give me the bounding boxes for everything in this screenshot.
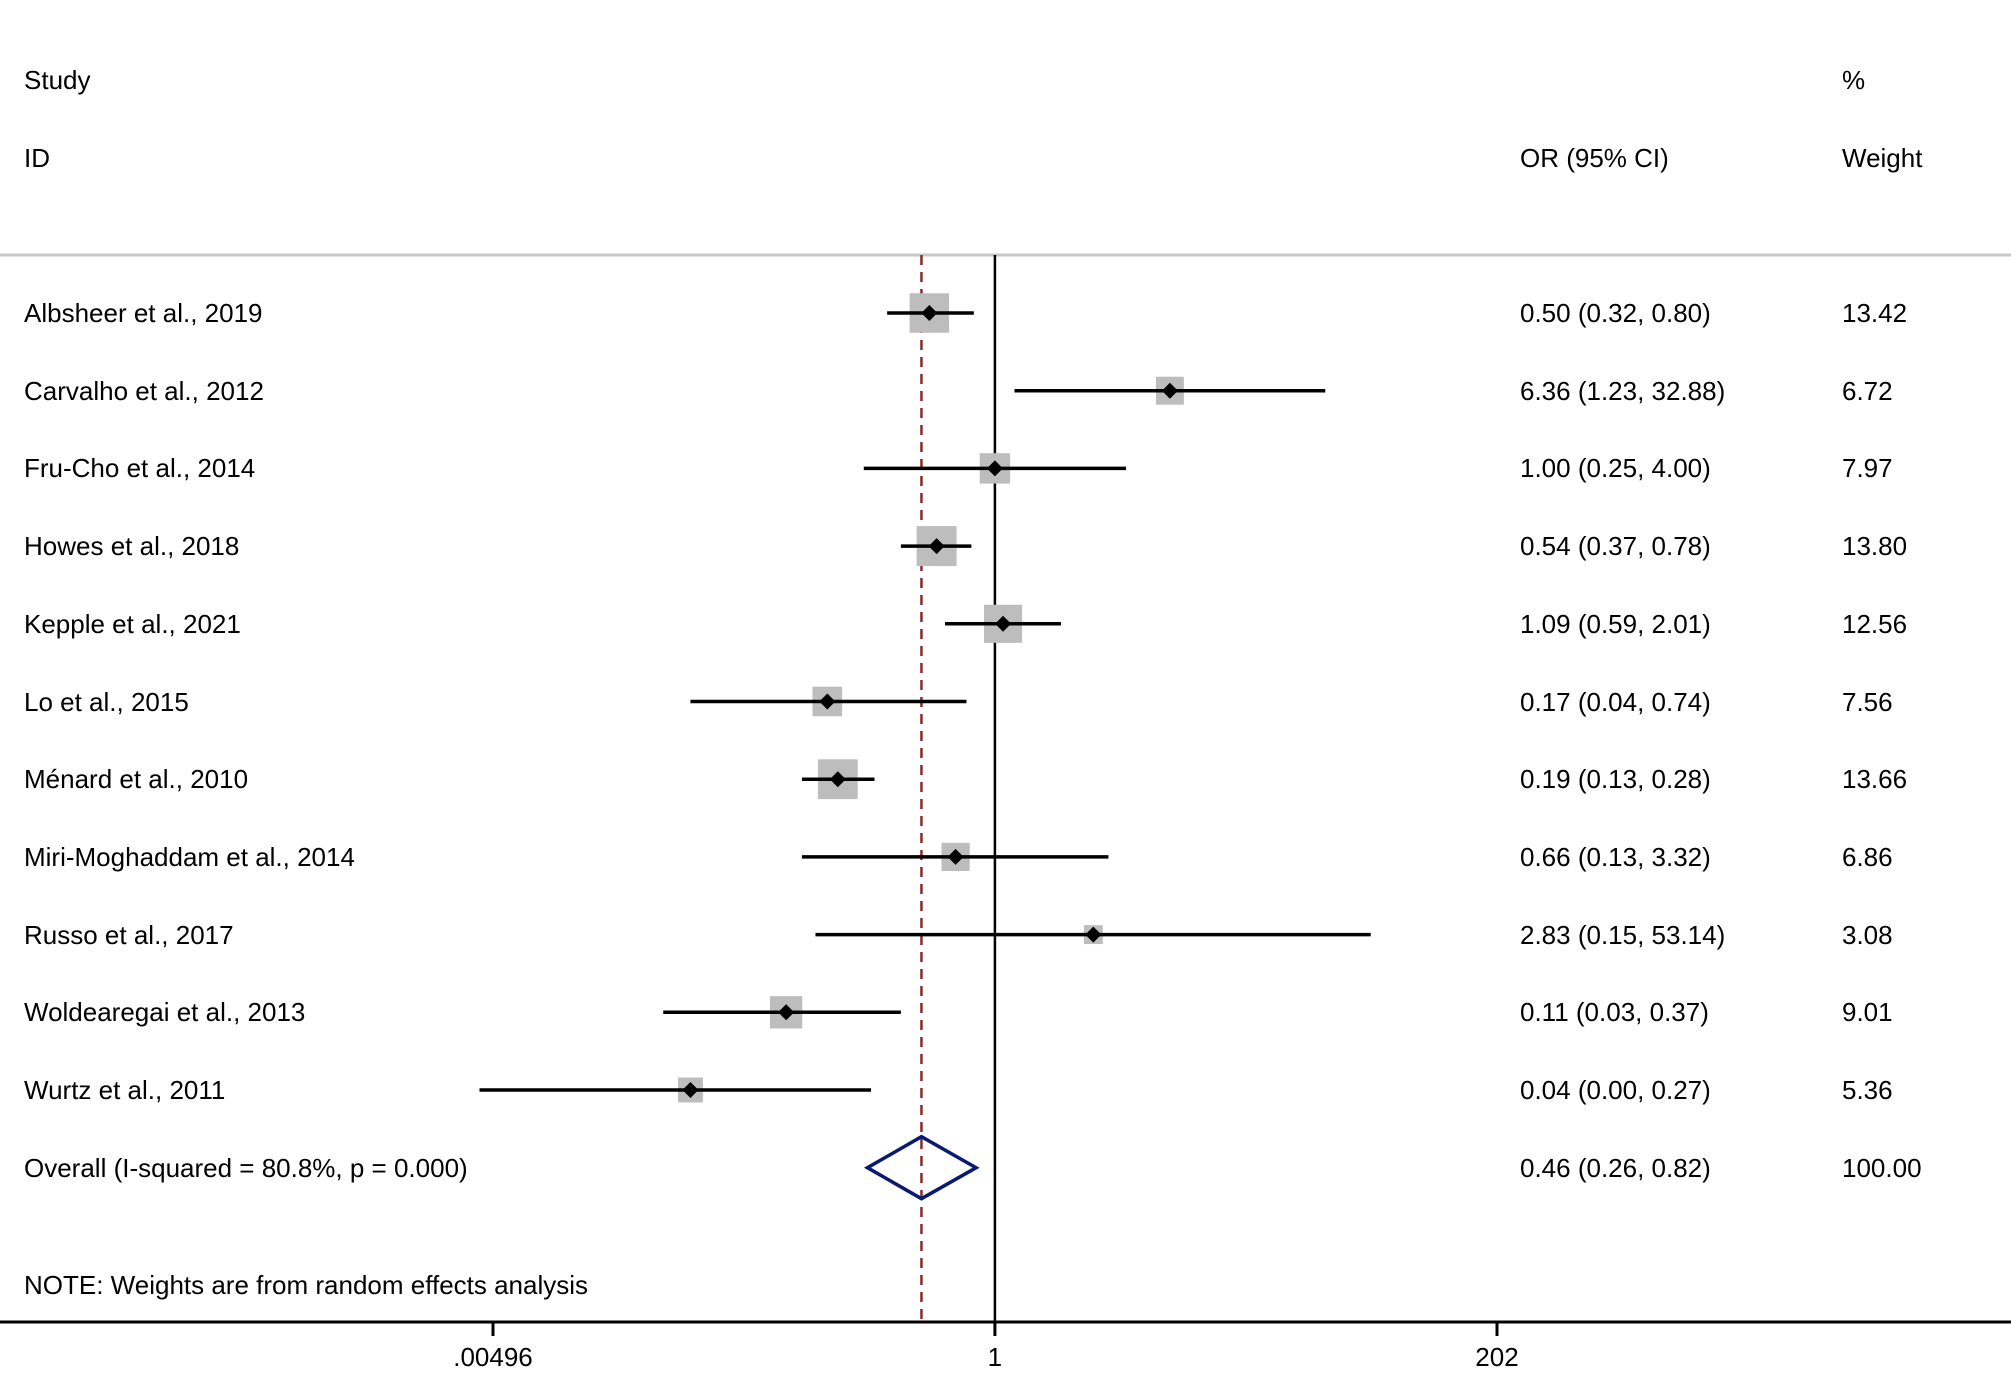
weight-value: 13.80 — [1842, 531, 1908, 561]
point-estimate — [995, 615, 1012, 632]
weight-value: 6.72 — [1842, 376, 1893, 406]
or-ci-value: 6.36 (1.23, 32.88) — [1520, 376, 1726, 406]
or-ci-value: 0.66 (0.13, 3.32) — [1520, 842, 1711, 872]
point-estimate — [819, 693, 836, 710]
ci-header: OR (95% CI) — [1520, 143, 1669, 173]
tick-label: .00496 — [453, 1342, 533, 1372]
study-id: Miri-Moghaddam et al., 2014 — [24, 842, 355, 872]
study-id: Wurtz et al., 2011 — [24, 1075, 226, 1105]
weight-value: 5.36 — [1842, 1075, 1893, 1105]
study-id: Woldearegai et al., 2013 — [24, 997, 306, 1027]
or-ci-value: 0.11 (0.03, 0.37) — [1520, 997, 1709, 1027]
point-estimate — [1161, 382, 1178, 399]
point-estimate — [947, 848, 964, 865]
weight-value: 12.56 — [1842, 609, 1908, 639]
point-estimate — [682, 1082, 699, 1098]
pooled-diamond — [863, 1134, 980, 1201]
weight-value: 13.42 — [1842, 298, 1908, 328]
weight-value: 13.66 — [1842, 764, 1908, 794]
or-ci-value: 1.00 (0.25, 4.00) — [1520, 453, 1711, 483]
note-text: NOTE: Weights are from random effects an… — [24, 1270, 589, 1300]
or-ci-value: 0.17 (0.04, 0.74) — [1520, 687, 1711, 717]
study-id: Kepple et al., 2021 — [24, 609, 241, 639]
tick-label: 202 — [1475, 1342, 1519, 1372]
point-estimate — [778, 1004, 795, 1021]
overall-label: Overall (I-squared = 80.8%, p = 0.000) — [24, 1153, 468, 1183]
weight-value: 9.01 — [1842, 997, 1893, 1027]
study-id: Howes et al., 2018 — [24, 531, 240, 561]
or-ci-value: 0.50 (0.32, 0.80) — [1520, 298, 1711, 328]
study-id: Fru-Cho et al., 2014 — [24, 453, 256, 483]
study-id: Russo et al., 2017 — [24, 920, 234, 950]
point-estimate — [921, 305, 938, 321]
id-header: ID — [24, 143, 50, 173]
study-header: Study — [24, 65, 91, 95]
overall-or-ci: 0.46 (0.26, 0.82) — [1520, 1153, 1711, 1183]
or-ci-value: 0.54 (0.37, 0.78) — [1520, 531, 1711, 561]
or-ci-value: 0.19 (0.13, 0.28) — [1520, 764, 1711, 794]
study-id: Carvalho et al., 2012 — [24, 376, 264, 406]
study-id: Ménard et al., 2010 — [24, 764, 249, 794]
weight-value: 3.08 — [1842, 920, 1893, 950]
point-estimate — [1085, 926, 1102, 943]
study-id: Albsheer et al., 2019 — [24, 298, 263, 328]
or-ci-value: 0.04 (0.00, 0.27) — [1520, 1075, 1711, 1105]
or-ci-value: 2.83 (0.15, 53.14) — [1520, 920, 1726, 950]
point-estimate — [986, 460, 1003, 477]
study-id: Lo et al., 2015 — [24, 687, 189, 717]
weight-value: 7.97 — [1842, 453, 1893, 483]
tick-label: 1 — [987, 1342, 1003, 1372]
weight-value: 7.56 — [1842, 687, 1893, 717]
weight-value: 6.86 — [1842, 842, 1893, 872]
weight-header-percent: % — [1842, 65, 1866, 95]
or-ci-value: 1.09 (0.59, 2.01) — [1520, 609, 1711, 639]
overall-weight: 100.00 — [1842, 1153, 1922, 1183]
point-estimate — [829, 771, 846, 788]
weight-header: Weight — [1842, 143, 1923, 173]
point-estimate — [928, 538, 945, 555]
